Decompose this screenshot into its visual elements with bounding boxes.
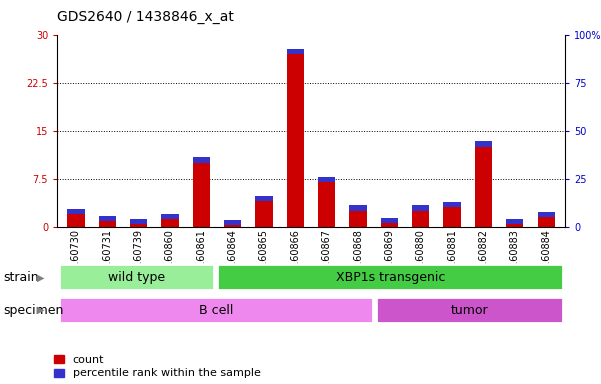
Text: wild type: wild type (108, 271, 165, 284)
Bar (255, 196, 273, 201)
Bar (255, 201, 273, 227)
Bar (130, 224, 147, 227)
Bar (224, 225, 241, 227)
Bar (99, 216, 116, 222)
FancyBboxPatch shape (59, 297, 373, 323)
Bar (412, 205, 429, 210)
Bar (506, 224, 523, 227)
Bar (349, 205, 367, 210)
Bar (444, 207, 461, 227)
FancyBboxPatch shape (59, 265, 214, 290)
Text: XBP1s transgenic: XBP1s transgenic (336, 271, 445, 284)
Text: B cell: B cell (198, 304, 233, 316)
Bar (99, 222, 116, 227)
Legend: count, percentile rank within the sample: count, percentile rank within the sample (53, 355, 260, 379)
Text: ▶: ▶ (37, 305, 44, 315)
Bar (130, 219, 147, 224)
Bar (67, 209, 85, 214)
Bar (193, 162, 210, 227)
Bar (537, 217, 555, 227)
Bar (381, 223, 398, 227)
Text: tumor: tumor (451, 304, 489, 316)
FancyBboxPatch shape (218, 265, 563, 290)
Bar (475, 141, 492, 147)
Bar (412, 210, 429, 227)
FancyBboxPatch shape (376, 297, 563, 323)
Bar (506, 219, 523, 224)
Bar (318, 182, 335, 227)
Bar (161, 219, 178, 227)
Bar (67, 214, 85, 227)
Bar (287, 49, 304, 54)
Bar (349, 210, 367, 227)
Text: ▶: ▶ (37, 272, 44, 283)
Bar (475, 147, 492, 227)
Text: strain: strain (3, 271, 38, 284)
Bar (287, 54, 304, 227)
Bar (537, 212, 555, 217)
Text: specimen: specimen (3, 304, 63, 316)
Bar (224, 220, 241, 225)
Bar (161, 214, 178, 219)
Bar (381, 218, 398, 223)
Text: GDS2640 / 1438846_x_at: GDS2640 / 1438846_x_at (57, 10, 234, 23)
Bar (444, 202, 461, 207)
Bar (193, 157, 210, 162)
Bar (318, 177, 335, 182)
